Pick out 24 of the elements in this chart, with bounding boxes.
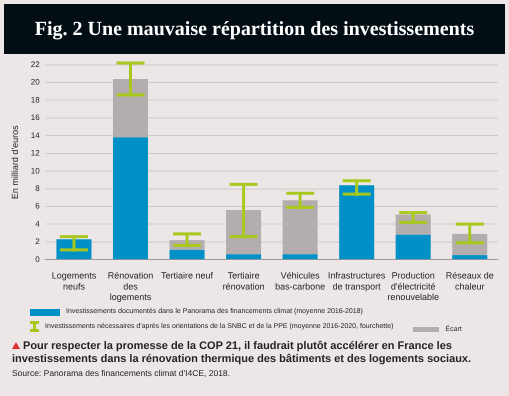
- y-axis-title: En milliard d'euros: [10, 124, 20, 200]
- y-tick-label: 2: [35, 237, 40, 246]
- source-note: Source: Panorama des financements climat d'I4CE, 2018.: [12, 368, 232, 378]
- text: Pour respecter la promesse de la COP 21, il faudrait plutôt accélérer en France les investissements dans la rénovation thermique des bâtiments et des logements sociaux.: [12, 340, 472, 365]
- x-tick-label: Réseaux de chaleur: [446, 270, 494, 292]
- y-tick-label: 8: [35, 184, 40, 193]
- y-tick-label: 14: [30, 130, 40, 140]
- y-tick-label: 18: [30, 95, 40, 104]
- x-tick-label: Tertiaire rénovation: [222, 270, 265, 292]
- x-tick-label: Infrastructures de transport: [328, 270, 386, 292]
- x-tick-label: Production d'électricité renouvelable: [387, 270, 439, 302]
- y-tick-label: 12: [30, 148, 40, 158]
- y-tick-label: 6: [35, 202, 40, 211]
- y-tick-label: 10: [30, 166, 40, 176]
- y-tick-label: 0: [35, 254, 40, 264]
- y-tick-label: 22: [30, 60, 40, 70]
- x-tick-label: Véhicules bas-carbone: [275, 270, 326, 292]
- chart-title: Fig. 2 Une mauvaise répartition des investissements: [34, 18, 474, 40]
- y-tick-label: 4: [35, 219, 40, 228]
- x-tick-label: Logements neufs: [52, 270, 97, 292]
- y-tick-label: 20: [30, 78, 40, 87]
- x-tick-label: Rénovation des logements: [108, 270, 154, 302]
- y-tick-label: 16: [30, 113, 40, 122]
- x-tick-label: Tertiaire neuf: [161, 270, 214, 280]
